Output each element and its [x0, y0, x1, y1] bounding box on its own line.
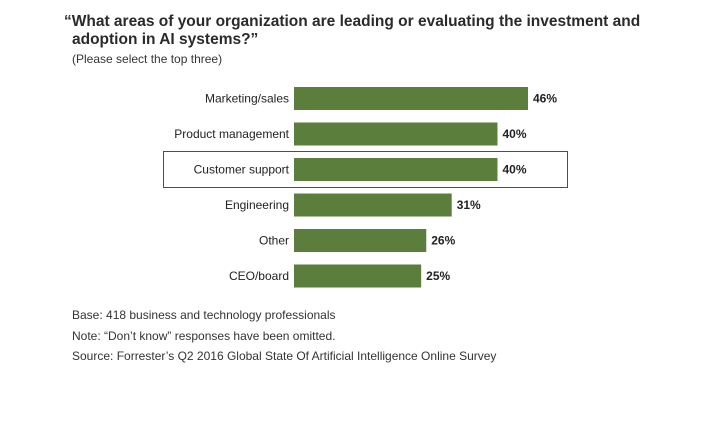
bar-marketing-sales — [294, 87, 528, 110]
value-label-product-management: 40% — [502, 127, 526, 141]
category-label-other: Other — [259, 234, 289, 248]
highlight-box-customer-support — [163, 151, 568, 188]
category-label-marketing-sales: Marketing/sales — [205, 92, 289, 106]
category-label-customer-support: Customer support — [194, 163, 290, 177]
bar-product-management — [294, 122, 498, 146]
chart-notes: Base: 418 business and technology profes… — [72, 305, 496, 367]
category-label-product-management: Product management — [174, 127, 289, 141]
bar-ceo-board — [294, 264, 422, 288]
value-label-engineering: 31% — [457, 198, 481, 212]
bar-customer-support — [294, 158, 498, 181]
bar-other — [294, 229, 427, 252]
omitted-note: Note: “Don’t know” responses have been o… — [72, 328, 336, 343]
chart-title-line1: “What areas of your organization are lea… — [64, 13, 641, 30]
category-label-engineering: Engineering — [225, 198, 289, 212]
bar-engineering — [294, 193, 452, 217]
category-label-ceo-board: CEO/board — [229, 269, 289, 283]
chart-subtitle: (Please select the top three) — [72, 52, 223, 66]
base-note: Base: 418 business and technology profes… — [72, 308, 336, 322]
value-label-customer-support: 40% — [502, 163, 526, 177]
chart-title: “What areas of your organization are lea… — [64, 13, 664, 49]
chart-title-line2: adoption in AI systems?” — [72, 31, 259, 48]
source-note: Source: Forrester’s Q2 2016 Global State… — [72, 349, 497, 363]
value-label-ceo-board: 25% — [426, 269, 450, 283]
value-label-other: 26% — [431, 234, 455, 248]
value-label-marketing-sales: 46% — [533, 92, 557, 106]
